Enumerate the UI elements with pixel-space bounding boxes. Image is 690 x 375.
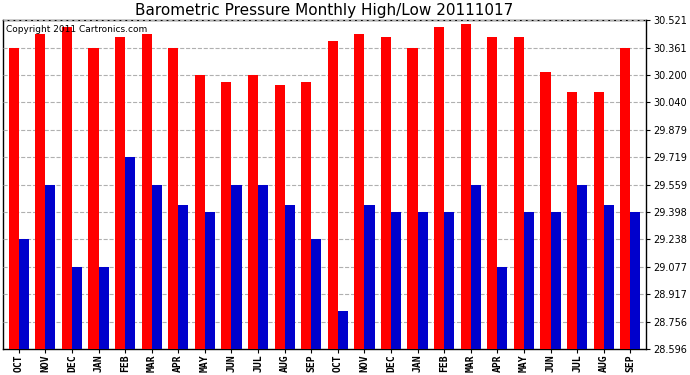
Bar — [540, 72, 551, 349]
Bar — [311, 239, 322, 349]
Bar — [364, 205, 375, 349]
Bar — [72, 267, 82, 349]
Bar — [417, 212, 428, 349]
Bar — [152, 184, 161, 349]
Bar — [178, 205, 188, 349]
Bar — [391, 212, 401, 349]
Bar — [231, 184, 241, 349]
Bar — [524, 212, 534, 349]
Bar — [248, 75, 258, 349]
Bar — [434, 27, 444, 349]
Bar — [408, 48, 417, 349]
Bar — [461, 24, 471, 349]
Bar — [168, 48, 178, 349]
Bar — [301, 82, 311, 349]
Bar — [631, 212, 640, 349]
Bar — [471, 184, 481, 349]
Bar — [285, 205, 295, 349]
Bar — [444, 212, 454, 349]
Text: Copyright 2011 Cartronics.com: Copyright 2011 Cartronics.com — [6, 25, 147, 34]
Bar — [487, 38, 497, 349]
Bar — [35, 34, 46, 349]
Bar — [328, 41, 338, 349]
Bar — [381, 38, 391, 349]
Bar — [9, 48, 19, 349]
Bar — [221, 82, 231, 349]
Bar — [567, 92, 577, 349]
Bar — [19, 239, 29, 349]
Bar — [99, 267, 108, 349]
Bar — [497, 267, 507, 349]
Title: Barometric Pressure Monthly High/Low 20111017: Barometric Pressure Monthly High/Low 201… — [135, 3, 513, 18]
Bar — [258, 184, 268, 349]
Bar — [275, 86, 285, 349]
Bar — [88, 48, 99, 349]
Bar — [141, 34, 152, 349]
Bar — [620, 48, 631, 349]
Bar — [46, 184, 55, 349]
Bar — [62, 27, 72, 349]
Bar — [195, 75, 205, 349]
Bar — [593, 92, 604, 349]
Bar — [205, 212, 215, 349]
Bar — [551, 212, 561, 349]
Bar — [577, 184, 587, 349]
Bar — [514, 38, 524, 349]
Bar — [604, 205, 614, 349]
Bar — [354, 34, 364, 349]
Bar — [338, 311, 348, 349]
Bar — [125, 157, 135, 349]
Bar — [115, 38, 125, 349]
